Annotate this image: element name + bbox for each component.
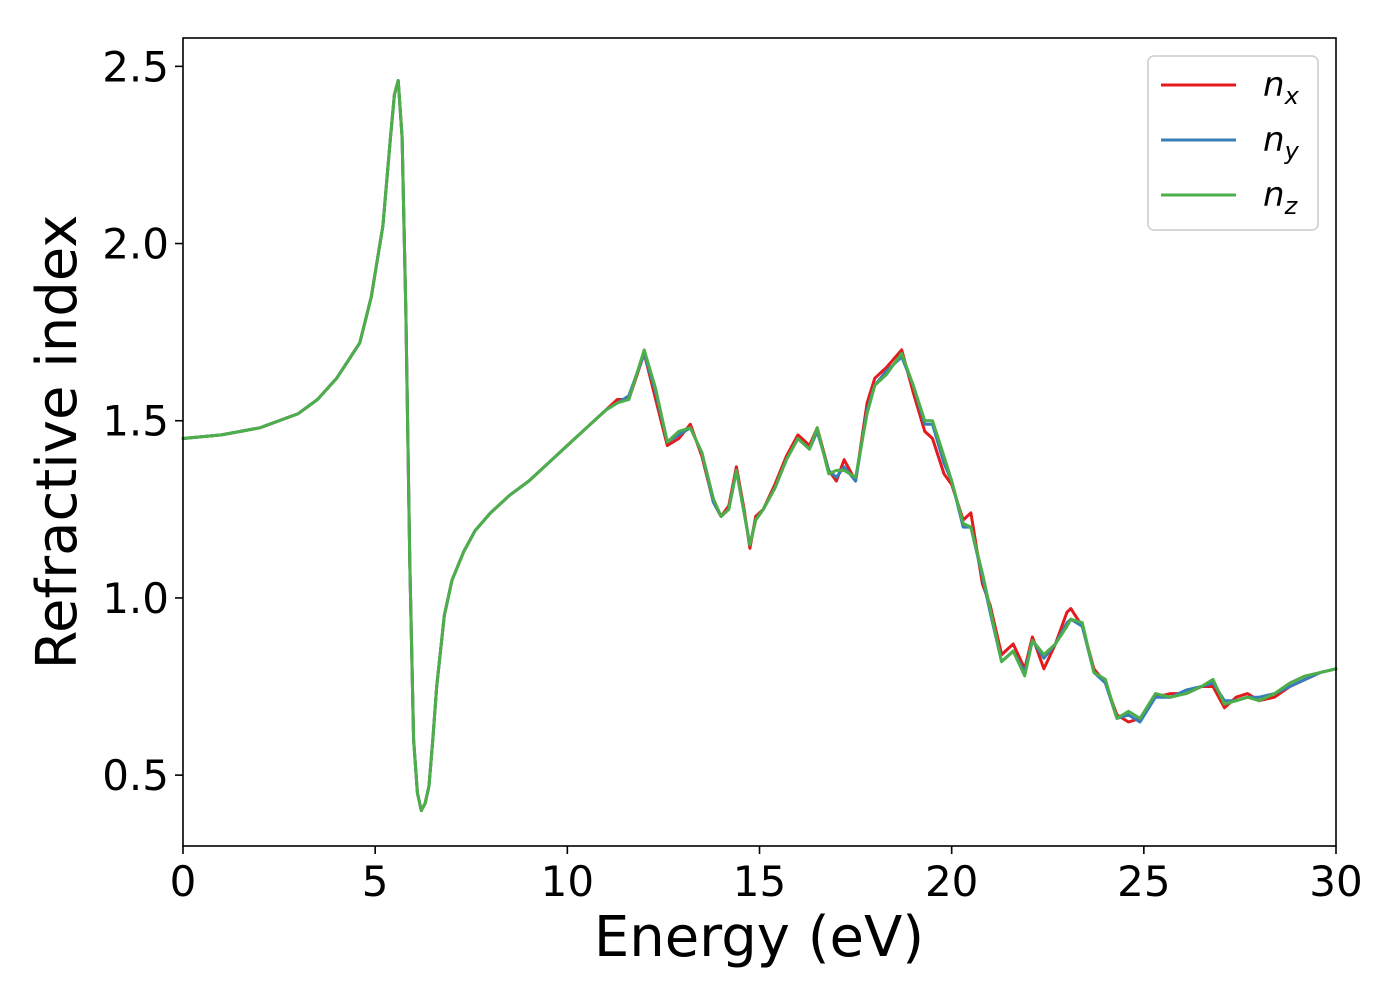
x-tick-label: 30 [1309,857,1362,906]
y-axis-title: Refractive index [25,215,90,670]
x-tick-label: 5 [362,857,389,906]
legend-box [1147,55,1319,231]
x-tick-label: 0 [170,857,197,906]
x-tick-label: 10 [541,857,594,906]
x-tick-label: 25 [1117,857,1170,906]
y-tick-label: 2.0 [102,220,169,269]
x-axis-ticks: 0 5 10 15 20 25 30 [170,846,1363,906]
y-axis-ticks: 0.5 1.0 1.5 2.0 2.5 [102,42,183,800]
y-tick-label: 1.0 [102,574,169,623]
x-tick-label: 20 [925,857,978,906]
series-layer [181,79,1338,813]
series-line-n_z [181,79,1338,813]
y-tick-label: 0.5 [102,751,169,800]
y-tick-label: 2.5 [102,42,169,91]
x-tick-label: 15 [733,857,786,906]
x-axis-title: Energy (eV) [594,905,924,970]
y-tick-label: 1.5 [102,397,169,446]
